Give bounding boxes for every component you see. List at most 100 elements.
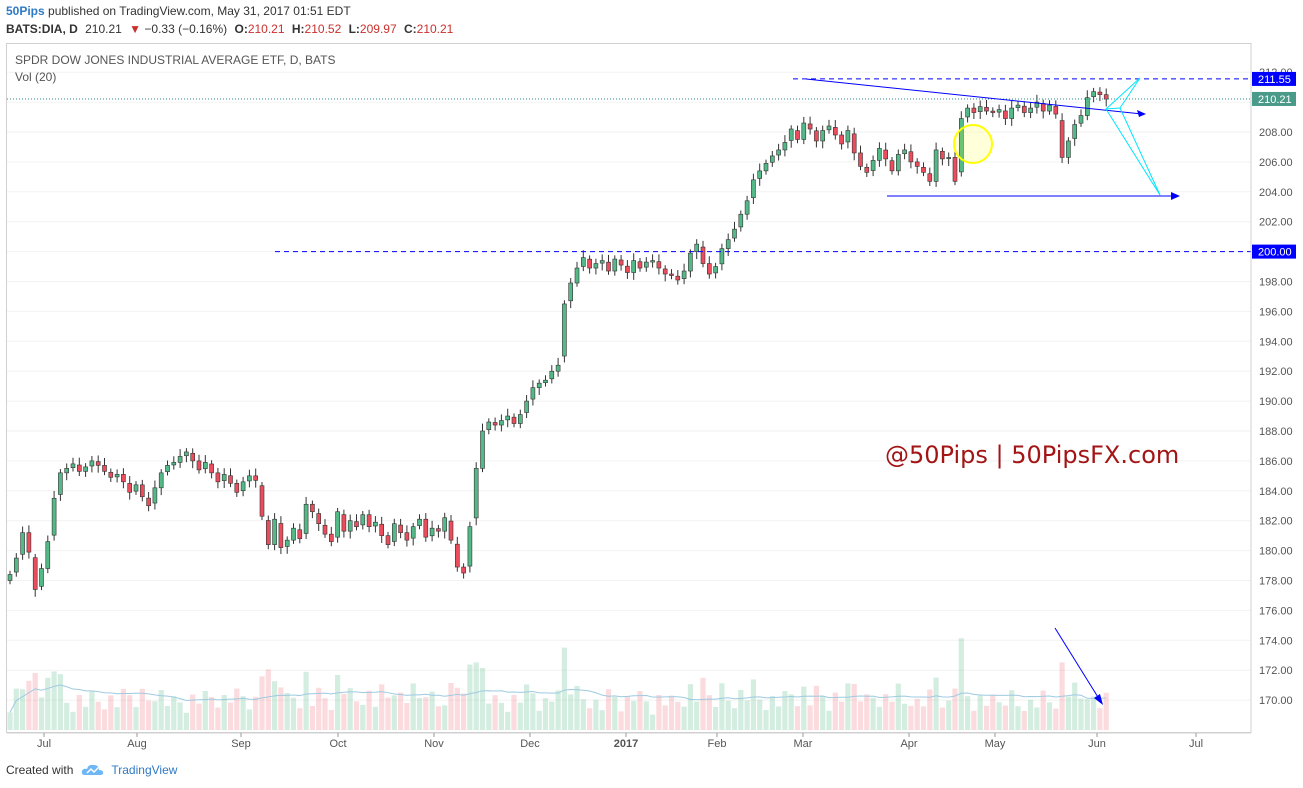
tradingview-link[interactable]: TradingView: [111, 763, 178, 777]
candle-body: [580, 257, 586, 267]
volume-bar: [209, 697, 215, 730]
candle: [517, 409, 523, 429]
time-tick-label: Mar: [794, 738, 813, 750]
candle: [398, 518, 403, 539]
volume-bar: [776, 706, 782, 730]
candle: [795, 125, 800, 144]
volume-bar: [64, 702, 70, 730]
volume-bar: [240, 696, 246, 730]
candle-body: [700, 246, 706, 264]
candle-body: [757, 170, 763, 179]
price-label-badge: [1252, 71, 1296, 86]
author-link[interactable]: 50Pips: [6, 4, 45, 18]
candle: [278, 516, 284, 555]
candle: [247, 469, 252, 488]
candle-body: [984, 106, 989, 112]
candle-body: [1059, 120, 1065, 158]
candle-body: [631, 260, 637, 273]
candle-body: [335, 511, 340, 538]
candle-body: [461, 566, 466, 574]
volume-bar: [171, 696, 177, 730]
candle: [732, 221, 737, 242]
candle: [328, 526, 334, 547]
volume-bar: [1103, 692, 1109, 730]
volume-bar: [731, 708, 738, 730]
candle: [927, 167, 933, 186]
volume-indicator-label[interactable]: Vol (20): [15, 70, 57, 84]
volume-bar: [322, 698, 328, 730]
volume-bar: [341, 693, 347, 730]
candle: [146, 491, 151, 512]
volume-bar: [889, 701, 895, 730]
candle: [480, 423, 485, 473]
candle-body: [247, 475, 252, 482]
candle-body: [921, 166, 926, 173]
candle-body: [895, 154, 901, 172]
tradingview-cloud-icon: [82, 764, 104, 775]
candle-body: [328, 533, 334, 542]
candle-body: [310, 503, 315, 513]
candle: [706, 256, 712, 279]
candle-body: [908, 151, 914, 163]
candle-body: [228, 475, 233, 484]
candle: [310, 500, 315, 519]
publish-info: published on TradingView.com, May 31, 20…: [44, 4, 351, 18]
candle-body: [373, 521, 378, 527]
volume-bar: [826, 710, 832, 730]
candle: [1034, 94, 1040, 114]
candle-body: [177, 456, 183, 463]
volume-bar: [133, 707, 139, 730]
volume-bar: [769, 696, 775, 730]
volume-bar: [580, 699, 586, 730]
volume-bar: [1078, 698, 1084, 730]
candle: [467, 521, 473, 573]
candle-body: [656, 261, 662, 269]
volume-bar: [920, 706, 927, 730]
volume-bar: [807, 705, 813, 730]
candle-body: [681, 270, 687, 279]
candle-body: [990, 110, 996, 113]
candle-body: [694, 243, 700, 253]
price-tick-label: 174.00: [1259, 635, 1293, 647]
candle-body: [776, 149, 781, 156]
candle: [7, 570, 13, 585]
candle-body: [114, 474, 120, 478]
candle: [606, 254, 611, 275]
drawings: [7, 77, 1251, 705]
close-value: 210.21: [416, 22, 454, 36]
candle: [1091, 87, 1096, 103]
candle: [984, 99, 989, 115]
candle: [32, 553, 38, 597]
volume-bar: [202, 691, 208, 730]
candle-body: [524, 400, 529, 413]
candle-body: [637, 261, 643, 269]
candle-body: [788, 128, 794, 141]
volume-bar: [845, 683, 851, 730]
time-tick-label: Aug: [127, 738, 147, 750]
candle-body: [517, 414, 523, 424]
candle-body: [864, 166, 870, 173]
candle-body: [215, 472, 221, 483]
descending-trendline: [805, 78, 1143, 115]
volume-bar: [101, 709, 108, 730]
candle: [473, 462, 479, 526]
volume-bar: [309, 706, 315, 730]
volume-bar: [549, 701, 555, 730]
volume-bar: [675, 701, 681, 730]
volume-bar: [719, 683, 725, 730]
price-tick-label: 172.00: [1259, 665, 1293, 677]
volume-bar: [127, 695, 133, 730]
candle-body: [795, 130, 800, 140]
candle: [782, 135, 788, 157]
high-label: H:: [291, 22, 305, 36]
volume-bar: [593, 699, 599, 730]
candle-body: [398, 524, 403, 533]
volume-bar: [605, 689, 612, 730]
volume-bar: [473, 662, 479, 730]
candle: [89, 455, 95, 473]
time-tick-label: Jul: [37, 738, 51, 750]
candle-body: [1053, 106, 1059, 115]
candle: [70, 457, 76, 472]
volume-bar: [637, 691, 643, 730]
